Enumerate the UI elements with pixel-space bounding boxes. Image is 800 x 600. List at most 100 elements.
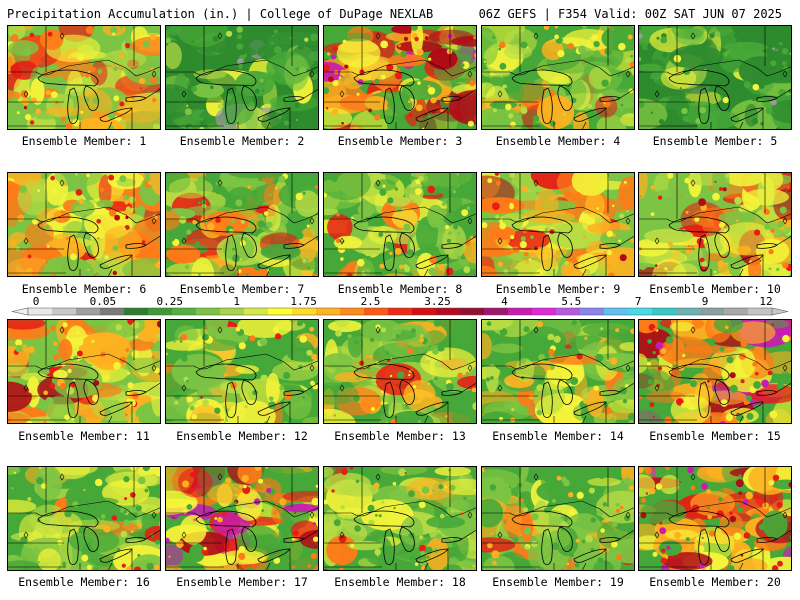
ensemble-member-map <box>481 319 635 424</box>
colorbar-swatch <box>196 308 221 315</box>
precip-field <box>166 320 318 423</box>
precip-field <box>166 173 318 276</box>
map-outline <box>639 467 791 570</box>
ensemble-member-label: Ensemble Member: 6 <box>21 282 147 296</box>
colorbar-swatch <box>604 308 629 315</box>
colorbar-swatch <box>556 308 581 315</box>
precip-field <box>8 467 160 570</box>
precip-field <box>324 173 476 276</box>
ensemble-member-label: Ensemble Member: 19 <box>492 575 624 589</box>
colorbar-swatch <box>628 308 653 315</box>
map-outline <box>8 26 160 129</box>
precip-field <box>8 320 160 423</box>
colorbar-swatch <box>52 308 77 315</box>
ensemble-member-label: Ensemble Member: 1 <box>21 134 147 148</box>
colorbar-swatch <box>460 308 485 315</box>
map-outline <box>324 467 476 570</box>
map-outline <box>8 467 160 570</box>
precip-field <box>639 467 791 570</box>
precip-field <box>8 26 160 129</box>
map-outline <box>482 467 634 570</box>
colorbar-max-arrow <box>771 307 789 316</box>
map-outline <box>166 26 318 129</box>
map-outline <box>324 26 476 129</box>
colorbar-swatch <box>172 308 197 315</box>
map-outline <box>166 320 318 423</box>
colorbar-swatch <box>292 308 317 315</box>
colorbar-tick-label: 12 <box>759 296 772 308</box>
map-outline <box>166 467 318 570</box>
map-outline <box>324 320 476 423</box>
ensemble-member-map <box>7 25 161 130</box>
map-outline <box>482 320 634 423</box>
ensemble-member-map <box>323 25 477 130</box>
map-title: Precipitation Accumulation (in.) | Colle… <box>7 7 434 21</box>
ensemble-member-label: Ensemble Member: 8 <box>337 282 463 296</box>
map-outline <box>324 173 476 276</box>
colorbar-swatch <box>700 308 725 315</box>
precip-field <box>482 320 634 423</box>
ensemble-member-map <box>7 319 161 424</box>
ensemble-member-label: Ensemble Member: 4 <box>495 134 621 148</box>
precip-field <box>324 320 476 423</box>
precip-field <box>324 26 476 129</box>
colorbar-swatch <box>268 308 293 315</box>
ensemble-member-map <box>165 319 319 424</box>
ensemble-member-label: Ensemble Member: 16 <box>18 575 150 589</box>
colorbar-swatch <box>532 308 557 315</box>
ensemble-member-label: Ensemble Member: 9 <box>495 282 621 296</box>
map-outline <box>639 173 791 276</box>
precip-field <box>324 467 476 570</box>
precip-field <box>166 26 318 129</box>
precip-field <box>639 320 791 423</box>
ensemble-member-label: Ensemble Member: 5 <box>652 134 778 148</box>
ensemble-member-map <box>481 172 635 277</box>
precip-field <box>482 467 634 570</box>
ensemble-member-label: Ensemble Member: 3 <box>337 134 463 148</box>
colorbar-tick-label: 9 <box>702 296 709 308</box>
ensemble-member-map <box>481 25 635 130</box>
colorbar-swatch <box>724 308 749 315</box>
colorbar-swatch <box>388 308 413 315</box>
map-outline <box>166 173 318 276</box>
colorbar-tick-label: 5.5 <box>561 296 581 308</box>
colorbar-swatch <box>28 308 53 315</box>
ensemble-member-map <box>638 25 792 130</box>
ensemble-member-label: Ensemble Member: 20 <box>649 575 781 589</box>
ensemble-member-label: Ensemble Member: 12 <box>176 429 308 443</box>
ensemble-member-label: Ensemble Member: 2 <box>179 134 305 148</box>
ensemble-member-map <box>323 172 477 277</box>
map-outline <box>639 320 791 423</box>
colorbar-tick-label: 7 <box>635 296 642 308</box>
precip-field <box>482 173 634 276</box>
map-outline <box>8 320 160 423</box>
ensemble-member-map <box>638 172 792 277</box>
ensemble-member-map <box>323 319 477 424</box>
colorbar-tick-label: 1 <box>233 296 240 308</box>
precip-field <box>639 26 791 129</box>
colorbar-swatch <box>508 308 533 315</box>
colorbar-tick-label: 2.5 <box>361 296 381 308</box>
colorbar-swatch <box>676 308 701 315</box>
precip-field <box>8 173 160 276</box>
colorbar-swatch <box>76 308 101 315</box>
ensemble-member-label: Ensemble Member: 11 <box>18 429 150 443</box>
ensemble-member-map <box>7 172 161 277</box>
colorbar-tick-label: 0.05 <box>90 296 117 308</box>
map-outline <box>639 26 791 129</box>
colorbar-swatch <box>580 308 605 315</box>
colorbar-tick-label: 4 <box>501 296 508 308</box>
precip-field <box>639 173 791 276</box>
colorbar-tick-label: 1.75 <box>290 296 317 308</box>
colorbar-swatch <box>412 308 437 315</box>
map-outline <box>482 26 634 129</box>
colorbar-swatch <box>484 308 509 315</box>
colorbar-swatch <box>244 308 269 315</box>
colorbar-tick-label: 3.25 <box>424 296 451 308</box>
ensemble-member-map <box>638 466 792 571</box>
ensemble-member-label: Ensemble Member: 17 <box>176 575 308 589</box>
colorbar-swatch <box>652 308 677 315</box>
colorbar-swatch <box>148 308 173 315</box>
colorbar-swatch <box>316 308 341 315</box>
ensemble-member-label: Ensemble Member: 13 <box>334 429 466 443</box>
